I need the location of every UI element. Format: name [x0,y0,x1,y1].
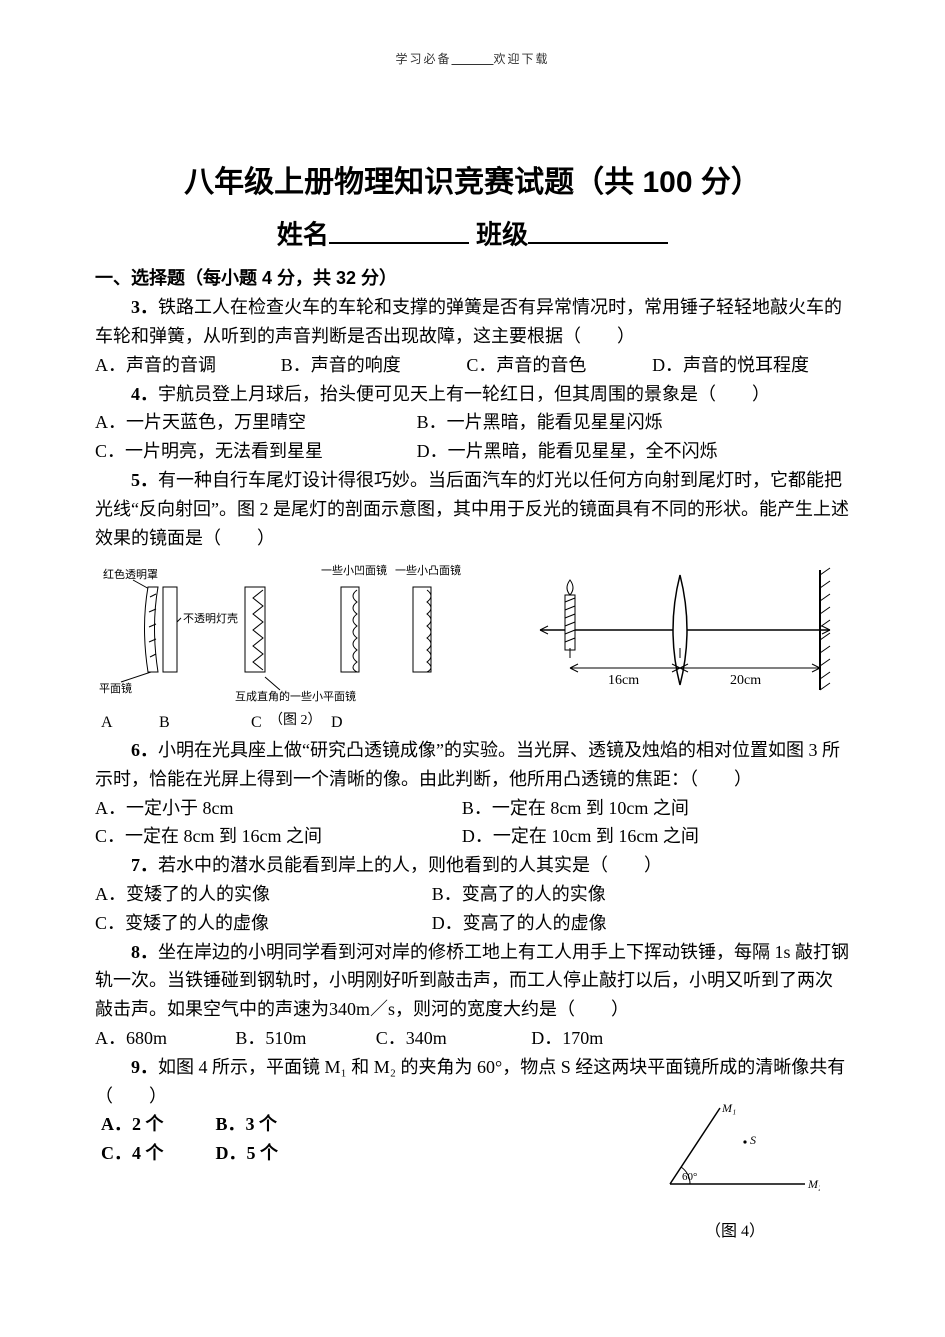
q9-opt-b[interactable]: B．3 个 [216,1110,278,1139]
q6-options-row2: C．一定在 8cm 到 16cm 之间 D．一定在 10cm 到 16cm 之间 [95,822,850,851]
fig-label-c: C [251,710,269,736]
dim-20cm: 20cm [730,673,761,688]
q9-opt-a[interactable]: A．2 个 [101,1110,211,1139]
label-flat-mirror: 平面镜 [99,681,132,695]
q6-opt-d[interactable]: D．一定在 10cm 到 16cm 之间 [462,822,699,851]
page: 学习必备 欢迎下载 八年级上册物理知识竞赛试题（共 100 分） 姓名 班级 一… [0,0,945,1248]
q6-number: 6． [131,740,158,760]
label-m1: M₁ [721,1104,736,1115]
q6-options-row1: A．一定小于 8cm B．一定在 8cm 到 10cm 之间 [95,794,850,823]
q8-text: 坐在岸边的小明同学看到河对岸的修桥工地上有工人用手上下挥动铁锤，每隔 1s 敲打… [95,942,849,1020]
q8-opt-c[interactable]: C．340m [376,1024,527,1053]
q9-figure: M₂ M₁ 60° S （图 4） [650,1104,820,1244]
q9-number: 9． [131,1057,158,1077]
q3-options: A．声音的音调 B．声音的响度 C．声音的音色 D．声音的悦耳程度 [95,351,850,380]
q6-opt-b[interactable]: B．一定在 8cm 到 10cm 之间 [462,794,689,823]
fig-label-a: A [101,710,159,736]
q3-opt-d[interactable]: D．声音的悦耳程度 [652,351,848,380]
q4-text: 宇航员登上月球后，抬头便可见天上有一轮红日，但其周围的景象是（ ） [158,384,770,404]
dim-16cm: 16cm [608,673,639,688]
q9-body: A．2 个 B．3 个 C．4 个 D．5 个 M₂ M₁ 60° S （ [95,1110,850,1168]
header-suffix: 欢迎下载 [494,52,550,66]
label-red-cover: 红色透明罩 [103,567,158,581]
q6-opt-c[interactable]: C．一定在 8cm 到 16cm 之间 [95,822,457,851]
q4-opt-c[interactable]: C．一片明亮，无法看到星星 [95,437,412,466]
q4-options-row2: C．一片明亮，无法看到星星 D．一片黑暗，能看见星星，全不闪烁 [95,437,850,466]
label-s: S [750,1133,756,1147]
class-blank[interactable] [528,213,668,244]
q7-opt-a[interactable]: A．变矮了的人的实像 [95,880,427,909]
label-right-angle: 互成直角的一些小平面镜 [235,689,356,703]
fig-label-b: B [159,710,251,736]
q5-number: 5． [131,470,158,490]
q4-opt-a[interactable]: A．一片天蓝色，万里晴空 [95,408,412,437]
q4-options-row1: A．一片天蓝色，万里晴空 B．一片黑暗，能看见星星闪烁 [95,408,850,437]
class-label: 班级 [476,220,528,250]
q3-opt-c[interactable]: C．声音的音色 [466,351,647,380]
q7-opt-d[interactable]: D．变高了的人的虚像 [432,909,607,938]
q3-opt-a[interactable]: A．声音的音调 [95,351,276,380]
q3-text: 铁路工人在检查火车的车轮和支撑的弹簧是否有异常情况时，常用锤子轻轻地敲火车的车轮… [95,297,842,346]
q5-text: 有一种自行车尾灯设计得很巧妙。当后面汽车的灯光以任何方向射到尾灯时，它都能把光线… [95,470,849,548]
label-m2: M₂ [807,1177,820,1191]
name-class-line: 姓名 班级 [95,213,850,256]
q8-opt-b[interactable]: B．510m [235,1024,371,1053]
page-title: 八年级上册物理知识竞赛试题（共 100 分） [95,159,850,207]
label-convex: 一些小凸面镜 [395,563,461,577]
question-3: 3．铁路工人在检查火车的车轮和支撑的弹簧是否有异常情况时，常用锤子轻轻地敲火车的… [95,293,850,351]
q8-number: 8． [131,942,158,962]
section-1-heading: 一、选择题（每小题 4 分，共 32 分） [95,264,850,293]
q5-mirror-diagrams: 红色透明罩 不透明灯壳 平面镜 [95,560,465,710]
q6-text: 小明在光具座上做“研究凸透镜成像”的实验。当光屏、透镜及烛焰的相对位置如图 3 … [95,740,840,789]
question-8: 8．坐在岸边的小明同学看到河对岸的修桥工地上有工人用手上下挥动铁锤，每隔 1s … [95,938,850,1024]
name-label: 姓名 [277,220,329,250]
label-concave: 一些小凹面镜 [321,563,387,577]
q3-number: 3． [131,297,158,317]
q9-text: 如图 4 所示，平面镜 M₁ 和 M₂ 的夹角为 60°，物点 S 经这两块平面… [95,1057,845,1106]
label-angle: 60° [682,1171,697,1183]
q5-figure-row: 红色透明罩 不透明灯壳 平面镜 [95,560,850,710]
q9-opt-c[interactable]: C．4 个 [101,1139,211,1168]
q3-opt-b[interactable]: B．声音的响度 [281,351,462,380]
q8-options: A．680m B．510m C．340m D．170m [95,1024,850,1053]
name-blank[interactable] [329,213,469,244]
question-5: 5．有一种自行车尾灯设计得很巧妙。当后面汽车的灯光以任何方向射到尾灯时，它都能把… [95,466,850,552]
q5-figure-labels: A B C （图 2） D [101,710,850,736]
q4-opt-b[interactable]: B．一片黑暗，能看见星星闪烁 [417,408,663,437]
q6-lens-diagram: 16cm 20cm [530,560,850,710]
q9-opt-d[interactable]: D．5 个 [216,1139,279,1168]
fig-label-d: D [331,710,371,736]
label-opaque: 不透明灯壳 [183,611,238,625]
q4-opt-d[interactable]: D．一片黑暗，能看见星星，全不闪烁 [417,437,718,466]
q7-opt-c[interactable]: C．变矮了的人的虚像 [95,909,427,938]
q4-number: 4． [131,384,158,404]
fig4-caption: （图 4） [650,1219,820,1245]
question-7: 7．若水中的潜水员能看到岸上的人，则他看到的人其实是（ ） [95,851,850,880]
question-6: 6．小明在光具座上做“研究凸透镜成像”的实验。当光屏、透镜及烛焰的相对位置如图 … [95,736,850,794]
q7-options-row2: C．变矮了的人的虚像 D．变高了的人的虚像 [95,909,850,938]
question-9: 9．如图 4 所示，平面镜 M₁ 和 M₂ 的夹角为 60°，物点 S 经这两块… [95,1053,850,1111]
q7-number: 7． [131,855,158,875]
page-header-small: 学习必备 欢迎下载 [95,50,850,69]
fig2-caption: （图 2） [269,710,331,736]
header-prefix: 学习必备 [395,52,451,66]
q7-options-row1: A．变矮了的人的实像 B．变高了的人的实像 [95,880,850,909]
q8-opt-a[interactable]: A．680m [95,1024,231,1053]
q8-opt-d[interactable]: D．170m [531,1024,603,1053]
question-4: 4．宇航员登上月球后，抬头便可见天上有一轮红日，但其周围的景象是（ ） [95,380,850,409]
q6-opt-a[interactable]: A．一定小于 8cm [95,794,457,823]
q7-text: 若水中的潜水员能看到岸上的人，则他看到的人其实是（ ） [158,855,662,875]
q7-opt-b[interactable]: B．变高了的人的实像 [432,880,606,909]
